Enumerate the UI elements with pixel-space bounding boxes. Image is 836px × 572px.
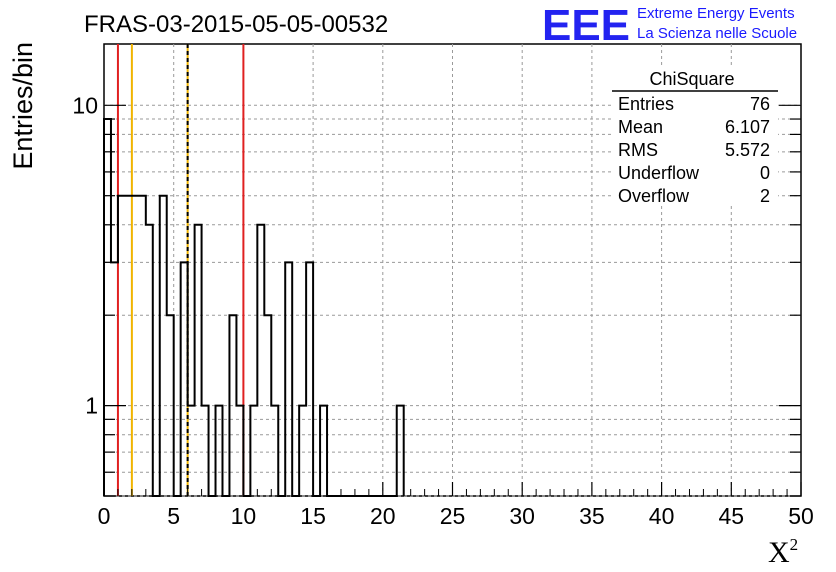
x-axis-label-main: X xyxy=(768,536,790,569)
eee-logo: EEE Extreme Energy Events La Scienza nel… xyxy=(542,1,797,50)
y-tick-label: 10 xyxy=(72,92,98,118)
logo-mark: EEE xyxy=(542,1,630,50)
stats-box: ChiSquare Entries 76 Mean 6.107 RMS 5.57… xyxy=(612,66,778,206)
x-tick-label: 50 xyxy=(788,503,814,529)
stats-value-entries: 76 xyxy=(750,94,770,114)
x-tick-label: 35 xyxy=(579,503,605,529)
x-tick-label: 10 xyxy=(231,503,257,529)
y-axis-label: Entries/bin xyxy=(8,42,38,170)
stats-value-overflow: 2 xyxy=(760,186,770,206)
stats-box-background xyxy=(612,66,778,206)
stats-title: ChiSquare xyxy=(649,69,734,89)
x-tick-label: 30 xyxy=(509,503,535,529)
x-axis-label: X2 xyxy=(768,535,798,569)
grid-lines xyxy=(104,44,801,497)
stats-value-rms: 5.572 xyxy=(725,140,770,160)
stats-label-entries: Entries xyxy=(618,94,674,114)
chart-title: FRAS-03-2015-05-05-00532 xyxy=(84,11,388,38)
x-tick-label: 15 xyxy=(300,503,326,529)
stats-label-underflow: Underflow xyxy=(618,163,700,183)
x-tick-label: 5 xyxy=(167,503,180,529)
histogram-outline xyxy=(103,118,405,497)
x-tick-label: 25 xyxy=(440,503,466,529)
stats-label-rms: RMS xyxy=(618,140,658,160)
y-tick-label: 1 xyxy=(85,393,98,419)
logo-line-2: La Scienza nelle Scuole xyxy=(637,25,797,42)
x-axis-label-superscript: 2 xyxy=(790,535,799,554)
x-tick-label: 0 xyxy=(98,503,111,529)
stats-label-overflow: Overflow xyxy=(618,186,690,206)
axis-ticks xyxy=(103,104,802,497)
x-tick-label: 20 xyxy=(370,503,396,529)
x-tick-label: 40 xyxy=(649,503,675,529)
logo-line-1: Extreme Energy Events xyxy=(637,5,795,22)
stats-label-mean: Mean xyxy=(618,117,663,137)
stats-value-underflow: 0 xyxy=(760,163,770,183)
x-tick-label: 45 xyxy=(719,503,745,529)
stats-value-mean: 6.107 xyxy=(725,117,770,137)
